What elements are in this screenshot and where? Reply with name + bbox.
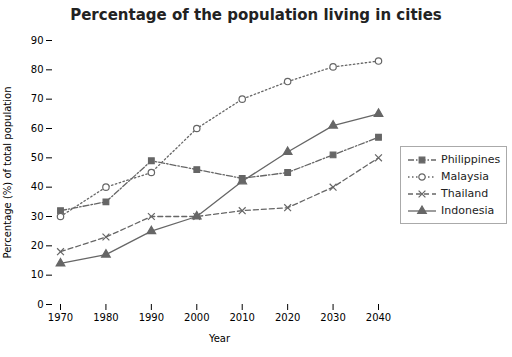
svg-text:2030: 2030: [320, 312, 345, 323]
svg-text:0: 0: [37, 299, 43, 310]
svg-text:40: 40: [31, 181, 44, 192]
html-text:Indonesia: Indonesia: [441, 204, 495, 217]
svg-text:Year: Year: [208, 333, 231, 344]
svg-text:90: 90: [31, 35, 44, 46]
svg-text:2020: 2020: [275, 312, 300, 323]
svg-text:20: 20: [31, 240, 44, 251]
html-text:Malaysia: Malaysia: [441, 170, 490, 183]
html-text:Percentage of the population l: Percentage of the population living in c…: [70, 6, 442, 24]
svg-text:1980: 1980: [93, 312, 118, 323]
svg-text:30: 30: [31, 211, 44, 222]
svg-text:1990: 1990: [139, 312, 164, 323]
svg-text:70: 70: [31, 93, 44, 104]
svg-text:50: 50: [31, 152, 44, 163]
svg-text:80: 80: [31, 64, 44, 75]
svg-text:1970: 1970: [48, 312, 73, 323]
svg-text:Percentage (%) of total popula: Percentage (%) of total population: [2, 87, 13, 259]
html-text:Thailand: Thailand: [441, 187, 489, 200]
html-text:Philippines: Philippines: [441, 153, 501, 166]
svg-text:2040: 2040: [366, 312, 391, 323]
svg-text:2000: 2000: [184, 312, 209, 323]
svg-text:10: 10: [31, 269, 44, 280]
svg-text:2010: 2010: [229, 312, 254, 323]
svg-text:60: 60: [31, 123, 44, 134]
